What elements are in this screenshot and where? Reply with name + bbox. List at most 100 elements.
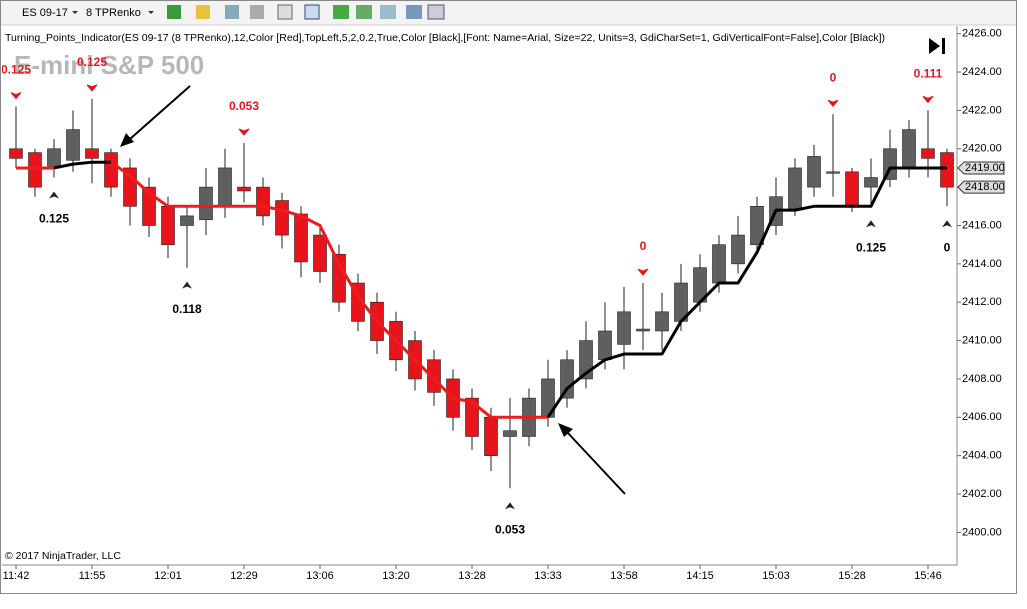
x-tick-label: 15:46 bbox=[914, 570, 942, 582]
candle-body bbox=[199, 186, 213, 221]
window-frame bbox=[0, 0, 1017, 594]
toolbar-icons bbox=[167, 4, 445, 20]
candle-body bbox=[864, 177, 878, 188]
turning-point-marker bbox=[182, 281, 192, 289]
candle-body bbox=[484, 417, 498, 456]
x-tick-label: 15:03 bbox=[762, 570, 790, 582]
indicator-button[interactable] bbox=[225, 5, 239, 19]
indicator-label: Turning_Points_Indicator(ES 09-17 (8 TPR… bbox=[5, 32, 885, 44]
y-tick-label: 2426.00 bbox=[962, 28, 1002, 40]
turning-point-marker bbox=[49, 191, 59, 199]
price-marker bbox=[957, 180, 1005, 194]
x-tick-label: 11:55 bbox=[79, 570, 106, 582]
turning-point-label: 0.125 bbox=[856, 240, 886, 254]
zoom-button[interactable] bbox=[304, 4, 320, 20]
turning-point-label: 0 bbox=[640, 239, 647, 253]
candle-body bbox=[598, 330, 612, 361]
candle-body bbox=[750, 206, 764, 245]
candle-body bbox=[332, 253, 346, 303]
candle-body bbox=[826, 171, 840, 174]
candle-body bbox=[560, 359, 574, 399]
candle-body bbox=[294, 213, 308, 263]
arrow-head bbox=[120, 133, 134, 147]
x-tick-label: 11:42 bbox=[3, 570, 30, 582]
candle-body bbox=[85, 148, 99, 159]
candle-body bbox=[66, 129, 80, 161]
y-tick-label: 2414.00 bbox=[962, 258, 1002, 270]
candle-body bbox=[636, 328, 650, 332]
pointer-button[interactable] bbox=[277, 4, 293, 20]
strategy-button[interactable] bbox=[250, 5, 264, 19]
toolbar bbox=[1, 1, 1016, 25]
x-tick-label: 13:33 bbox=[534, 570, 562, 582]
y-tick-label: 2400.00 bbox=[962, 526, 1002, 538]
turning-point-label: 0.111 bbox=[914, 67, 943, 81]
candle-body bbox=[807, 156, 821, 188]
templates-button[interactable] bbox=[380, 5, 396, 19]
indicator-line bbox=[53, 160, 111, 170]
window-button[interactable] bbox=[427, 4, 445, 20]
callout-arrows bbox=[120, 85, 626, 495]
properties-button[interactable] bbox=[356, 5, 372, 19]
x-tick-label: 13:58 bbox=[610, 570, 638, 582]
turning-point-marker bbox=[86, 84, 98, 92]
indicator-line bbox=[546, 166, 947, 419]
candle-body bbox=[256, 186, 270, 217]
instrument-selector[interactable]: ES 09-17 bbox=[22, 7, 68, 19]
chart-style-button[interactable] bbox=[167, 5, 181, 19]
y-tick-label: 2406.00 bbox=[962, 411, 1002, 423]
y-axis: 2400.00 2402.00 2404.00 2406.00 2408.00 2410.… bbox=[957, 28, 1005, 538]
callout-arrow bbox=[129, 85, 191, 140]
y-tick-label: 2420.00 bbox=[962, 143, 1002, 155]
price-marker-label: 2419.00 bbox=[965, 162, 1005, 174]
copyright: © 2017 NinjaTrader, LLC bbox=[5, 550, 121, 562]
candle-body bbox=[218, 167, 232, 207]
candle-body bbox=[845, 171, 859, 207]
y-tick-label: 2408.00 bbox=[962, 373, 1002, 385]
turning-point-marker bbox=[922, 95, 934, 104]
x-tick-label: 15:28 bbox=[838, 570, 866, 582]
candle-body bbox=[940, 152, 954, 188]
x-axis: 11:42 11:55 12:01 12:29 13:06 13:20 13:28 13:33… bbox=[3, 565, 942, 582]
dropdown-arrow bbox=[72, 11, 78, 14]
candle-body bbox=[617, 311, 631, 345]
candle-body bbox=[47, 148, 61, 169]
data-box-button[interactable] bbox=[333, 5, 349, 19]
candle-body bbox=[465, 397, 479, 437]
turning-point-marker bbox=[942, 220, 952, 228]
y-tick-label: 2410.00 bbox=[962, 334, 1002, 346]
candle-body bbox=[180, 215, 194, 226]
turning-point-marker bbox=[637, 268, 649, 276]
draw-tool-button[interactable] bbox=[196, 5, 210, 19]
turning-point-marker bbox=[10, 92, 22, 100]
candle-body bbox=[161, 206, 175, 245]
candle-body bbox=[104, 152, 118, 188]
x-tick-label: 13:20 bbox=[382, 570, 410, 582]
y-tick-label: 2404.00 bbox=[962, 450, 1002, 462]
scroll-to-end-button[interactable] bbox=[929, 38, 945, 54]
turning-point-label: 0.125 bbox=[39, 212, 69, 226]
indicator-line bbox=[110, 160, 548, 419]
candle-body bbox=[655, 311, 669, 332]
snapshot-button[interactable] bbox=[406, 5, 422, 19]
candle-body bbox=[902, 129, 916, 169]
candle-body bbox=[9, 148, 23, 159]
y-tick-label: 2412.00 bbox=[962, 296, 1002, 308]
callout-arrow bbox=[566, 431, 626, 495]
chart-title: E-mini S&P 500 bbox=[14, 50, 204, 80]
x-tick-label: 13:06 bbox=[306, 570, 334, 582]
turning-point-label: 0 bbox=[944, 240, 951, 254]
bar-type-selector[interactable]: 8 TPRenko bbox=[86, 7, 141, 19]
price-marker bbox=[957, 161, 1005, 175]
dropdown-arrow bbox=[148, 11, 154, 14]
price-marker-label: 2418.00 bbox=[965, 181, 1005, 193]
y-tick-label: 2422.00 bbox=[962, 104, 1002, 116]
candle-body bbox=[503, 430, 517, 437]
x-tick-label: 14:15 bbox=[686, 570, 714, 582]
turning-point-label: 0.118 bbox=[172, 302, 202, 316]
y-tick-label: 2424.00 bbox=[962, 66, 1002, 78]
x-tick-label: 12:01 bbox=[154, 570, 182, 582]
candle-body bbox=[275, 200, 289, 236]
